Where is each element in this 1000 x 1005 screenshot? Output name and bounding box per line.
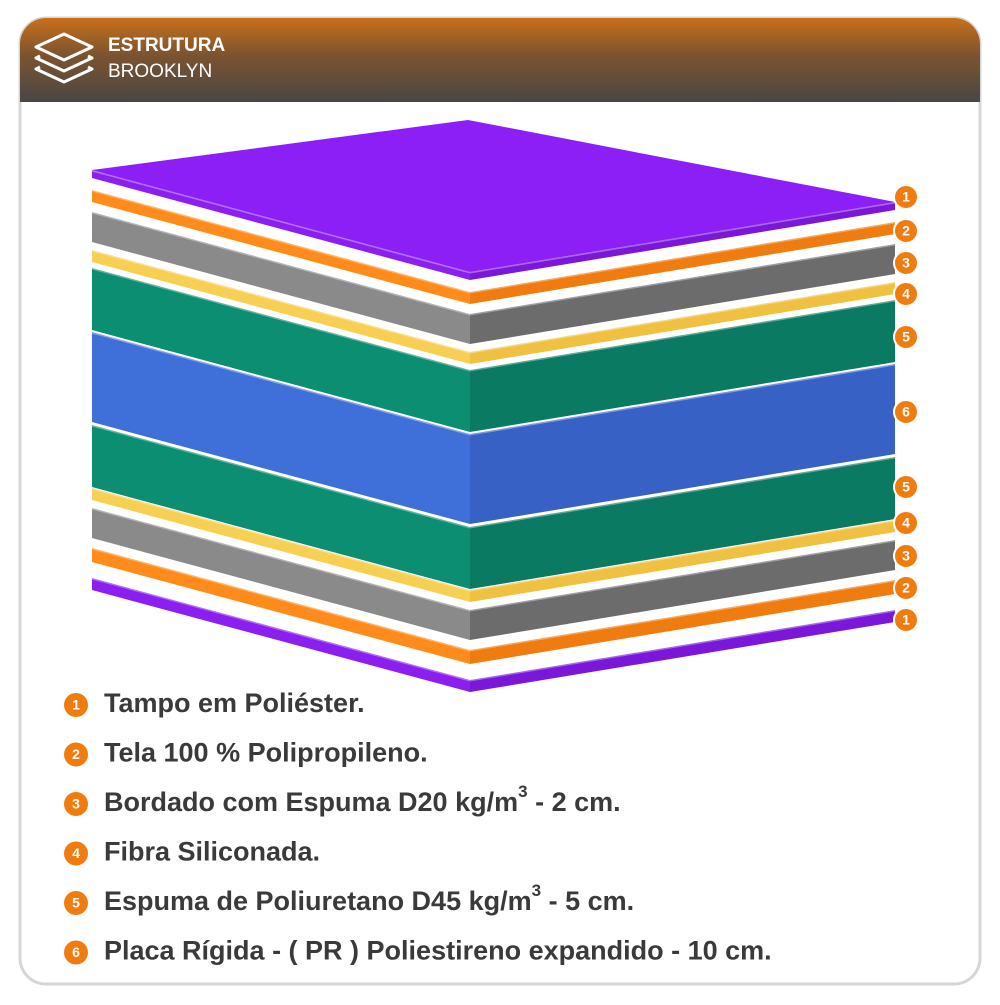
layer-edge (91, 546, 896, 652)
legend-text: Espuma de Poliuretano D45 kg/m3 - 5 cm. (104, 881, 634, 916)
legend-badge (64, 940, 88, 965)
layer-left-face (92, 190, 470, 304)
badge-circle (893, 399, 919, 425)
layer-edge (91, 330, 896, 436)
layer-right-face (470, 244, 895, 344)
badge-number: 3 (902, 255, 910, 271)
layers-icon (34, 32, 94, 84)
badge-number: 2 (902, 580, 910, 596)
layer-left-face (92, 268, 470, 432)
layer-right-face (470, 610, 895, 692)
badge-circle (893, 474, 919, 500)
badge-circle (893, 250, 919, 276)
legend-number: 4 (72, 845, 80, 861)
legend-number: 6 (72, 944, 80, 960)
legend-label: Fibra Siliconada. (104, 837, 320, 867)
badge-number: 2 (902, 223, 910, 239)
layer-left-face (92, 332, 470, 524)
legend: 1 Tampo em Poliéster. 2 Tela 100 % Poliprop… (64, 688, 772, 966)
layer-right-face (470, 580, 895, 664)
badge-number: 5 (902, 479, 910, 495)
legend-label: Bordado com Espuma D20 kg/m (104, 787, 518, 817)
layer-right-face (470, 540, 895, 640)
layer-edge (91, 266, 896, 372)
legend-badge (64, 742, 88, 767)
legend-superscript: 3 (518, 782, 527, 801)
legend-badge (64, 792, 88, 816)
layer-right-face (470, 202, 895, 280)
layer-edge (91, 423, 896, 529)
badge-circle (893, 324, 919, 350)
badge-number: 4 (902, 515, 910, 531)
layer-right-face (470, 282, 895, 364)
badge-circle (893, 184, 919, 210)
layer-edge (91, 188, 896, 294)
legend-text: Tampo em Poliéster. (104, 688, 365, 718)
layer-left-face (92, 488, 470, 602)
layer-left-face (92, 578, 470, 692)
legend-suffix: - 5 cm. (541, 886, 634, 916)
legend-badge (64, 841, 88, 866)
layer-left-face (92, 548, 470, 664)
legend-badge (64, 891, 88, 915)
layer-left-face (92, 212, 470, 344)
layer-right-face (470, 457, 895, 589)
legend-number: 5 (72, 895, 80, 911)
legend-label: Tela 100 % Polipropileno. (104, 738, 428, 768)
layer-right-face (470, 300, 895, 432)
badge-number: 6 (902, 404, 910, 420)
layer-left-face (92, 425, 470, 589)
badge-number: 4 (902, 286, 910, 302)
layer-edge (91, 248, 896, 354)
layer-left-face (92, 170, 470, 280)
legend-number: 3 (72, 796, 80, 812)
legend-badge (64, 693, 88, 717)
header-title: ESTRUTURA (108, 35, 225, 56)
badge-number: 1 (902, 189, 910, 205)
badge-number: 5 (902, 329, 910, 345)
legend-number: 2 (72, 746, 80, 762)
legend-text: Tela 100 % Polipropileno. (104, 738, 428, 768)
layer-right-face (470, 222, 895, 304)
badge-number: 1 (902, 612, 910, 628)
legend-suffix: - 2 cm. (528, 787, 621, 817)
layer-badges: 1 2 3 4 5 6 5 4 3 2 1 (893, 184, 919, 633)
legend-text: Fibra Siliconada. (104, 837, 320, 867)
legend-label: Tampo em Poliéster. (104, 688, 365, 718)
layer-edge (91, 210, 896, 316)
layer-edge (91, 576, 896, 682)
legend-label: Placa Rígida - ( PR ) Poliestireno expan… (104, 936, 772, 966)
layer-edge (91, 506, 896, 612)
legend-label: Espuma de Poliuretano D45 kg/m (104, 886, 532, 916)
badge-circle (893, 510, 919, 536)
header-subtitle: BROOKLYN (108, 61, 212, 82)
legend-text: Placa Rígida - ( PR ) Poliestireno expan… (104, 936, 772, 966)
layer-right-face (470, 520, 895, 602)
legend-text: Bordado com Espuma D20 kg/m3 - 2 cm. (104, 782, 621, 817)
badge-circle (893, 575, 919, 601)
layer-right-face (470, 364, 895, 524)
layer-edge (91, 486, 896, 592)
legend-superscript: 3 (532, 881, 541, 900)
layer-left-face (92, 508, 470, 640)
header-band (20, 18, 980, 102)
layer-top-face (92, 120, 895, 272)
badge-number: 3 (902, 548, 910, 564)
badge-circle (893, 607, 919, 633)
legend-number: 1 (72, 697, 80, 713)
layer-left-face (92, 250, 470, 364)
mattress-layers (91, 120, 896, 692)
badge-circle (893, 281, 919, 307)
badge-circle (893, 543, 919, 569)
badge-circle (893, 218, 919, 244)
